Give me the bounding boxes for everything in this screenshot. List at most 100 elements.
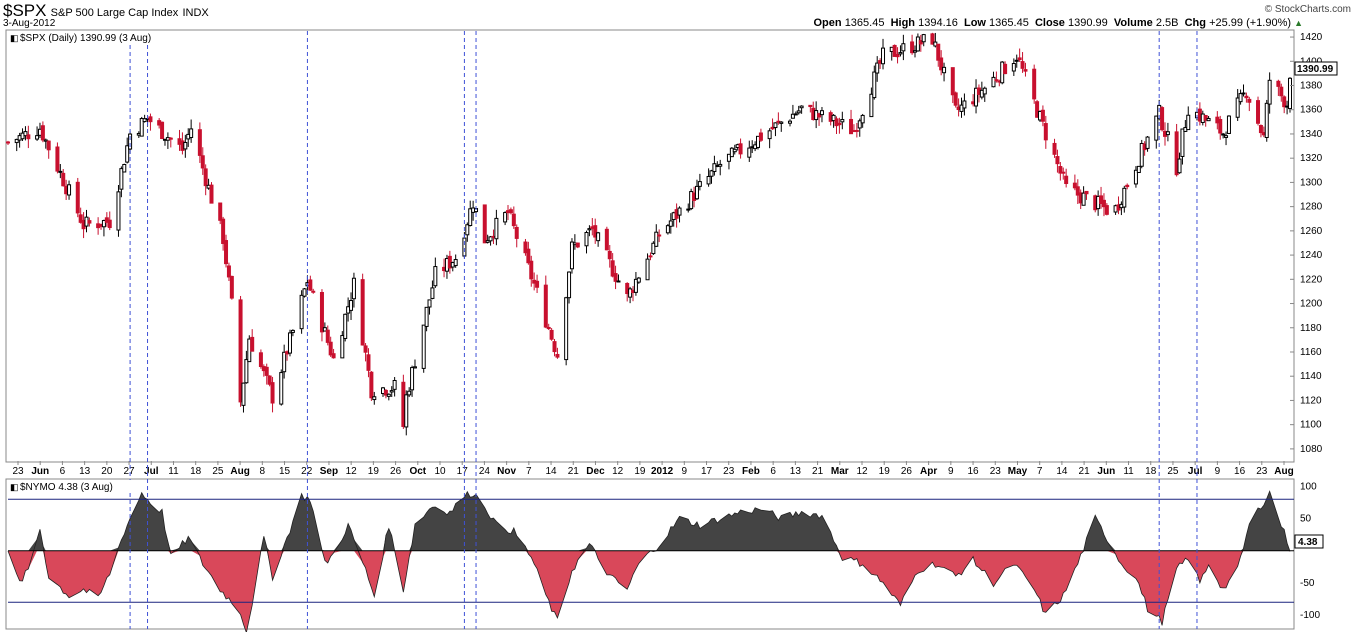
candle-body [67, 184, 72, 196]
price-y-label: 1300 [1300, 177, 1323, 188]
candle-body [613, 273, 618, 282]
x-tick-label: 9 [948, 466, 954, 477]
x-tick-label: 26 [390, 466, 402, 477]
candle-body [1221, 133, 1226, 136]
candle-body [511, 213, 516, 227]
candle-body [950, 67, 955, 96]
candle-body [125, 145, 130, 163]
candle-body [1154, 115, 1159, 141]
candle-body [116, 191, 121, 231]
candle-body [718, 163, 723, 167]
candle-body [910, 41, 915, 54]
candle-body [1075, 186, 1080, 196]
candle-body [1032, 68, 1037, 100]
x-tick-label: Aug [1274, 466, 1293, 477]
candle-body [101, 220, 106, 228]
x-tick-label: 16 [1234, 466, 1246, 477]
candle-body [389, 390, 394, 393]
x-tick-label: 7 [1037, 466, 1043, 477]
price-y-label: 1240 [1300, 250, 1323, 261]
candle-body [1145, 136, 1150, 149]
candle-body [119, 168, 124, 190]
candle-body [808, 104, 813, 108]
candle-body [308, 279, 313, 291]
candle-body [799, 105, 804, 109]
candle-body [779, 121, 784, 124]
candle-body [953, 92, 958, 106]
candle-body [982, 87, 987, 95]
x-tick-label: 8 [260, 466, 266, 477]
candle-body [369, 371, 374, 399]
price-y-label: 1220 [1300, 274, 1323, 285]
candle-body [567, 271, 572, 299]
candle-body [668, 220, 673, 227]
close-label: Close [1034, 17, 1065, 29]
x-tick-label: Jun [1097, 466, 1115, 477]
price-y-label: 1420 [1300, 32, 1323, 43]
candle-body [264, 366, 269, 376]
candle-body [686, 208, 691, 211]
candle-body [142, 118, 147, 123]
x-tick-label: 26 [901, 466, 913, 477]
x-tick-label: Sep [320, 466, 338, 477]
candle-body [1104, 205, 1109, 215]
candle-body [747, 147, 752, 158]
candle-body [122, 163, 127, 173]
candle-body [514, 226, 519, 239]
candle-body [1072, 182, 1077, 189]
candle-body [869, 93, 874, 118]
symbol: $SPX [3, 1, 47, 20]
x-tick-label: 25 [1167, 466, 1179, 477]
candle-body [383, 389, 388, 396]
candle-body [433, 266, 438, 287]
candle-body [773, 122, 778, 129]
price-y-label: 1080 [1300, 444, 1323, 455]
candle-body [860, 114, 865, 124]
candle-body [738, 143, 743, 155]
candle-body [407, 390, 412, 396]
candle-body [535, 280, 540, 288]
x-tick-label: 16 [967, 466, 979, 477]
candle-body [1023, 69, 1028, 72]
x-tick-label: 19 [368, 466, 380, 477]
price-y-label: 1360 [1300, 105, 1323, 116]
candle-body [55, 146, 60, 172]
candle-body [366, 354, 371, 371]
candle-body [1203, 115, 1208, 121]
candle-body [148, 116, 153, 123]
candle-body [732, 148, 737, 153]
candle-body [1003, 63, 1008, 75]
candle-body [485, 240, 490, 243]
x-tick-label: 21 [568, 466, 580, 477]
candle-body [488, 236, 493, 242]
brand-label[interactable]: © StockCharts.com [1264, 4, 1351, 15]
candle-body [790, 113, 795, 119]
candle-body [1061, 171, 1066, 174]
volume-label: Volume [1113, 17, 1153, 29]
candle-body [1055, 156, 1060, 165]
candle-body [633, 278, 638, 293]
candle-body [46, 140, 51, 151]
candle-body [26, 134, 31, 140]
breadth-last-badge [1294, 534, 1324, 549]
price-y-label: 1140 [1300, 371, 1322, 382]
candle-body [636, 277, 641, 283]
candle-body [325, 329, 330, 343]
candle-body [1052, 142, 1057, 155]
candle-body [994, 79, 999, 82]
open-value: 1365.45 [844, 17, 885, 29]
candle-body [372, 396, 377, 401]
candle-body [61, 172, 66, 187]
candle-body [1180, 128, 1185, 157]
candle-body [508, 209, 513, 214]
candle-body [287, 332, 292, 354]
candle-body [410, 367, 415, 391]
candle-body [569, 241, 574, 270]
candle-body [1017, 57, 1022, 61]
candle-body [1206, 118, 1211, 122]
x-tick-label: 13 [790, 466, 802, 477]
x-tick-label: 11 [168, 466, 179, 477]
candle-body [258, 352, 263, 368]
candle-body [628, 288, 633, 298]
candle-body [543, 284, 548, 328]
